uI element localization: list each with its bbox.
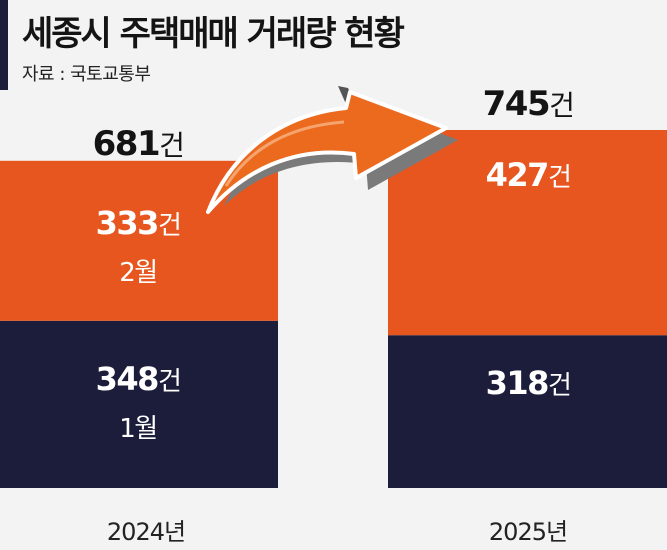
bar-2025-jan [388, 335, 667, 488]
x-tick-label-2024: 2024년 [106, 518, 186, 546]
segment-value-2024-feb: 333건 [95, 204, 182, 242]
chart-title: 세종시 주택매매 거래량 현황 [22, 14, 405, 54]
bar-2024-jan [0, 320, 278, 488]
month-label-feb: 2월 [119, 258, 158, 288]
title-accent-bar [0, 0, 8, 90]
month-label-jan: 1월 [119, 414, 158, 444]
segment-value-2025-feb: 427건 [485, 156, 572, 194]
segment-value-2025-jan: 318건 [485, 364, 572, 402]
growth-arrow [206, 86, 458, 214]
bar-2025-feb [388, 130, 667, 336]
segment-value-2024-jan: 348건 [95, 360, 182, 398]
total-label-2025: 745건 [482, 84, 575, 124]
source-note: 자료 : 국토교통부 [22, 64, 151, 85]
x-tick-label-2025: 2025년 [488, 518, 568, 546]
total-label-2024: 681건 [92, 124, 185, 164]
